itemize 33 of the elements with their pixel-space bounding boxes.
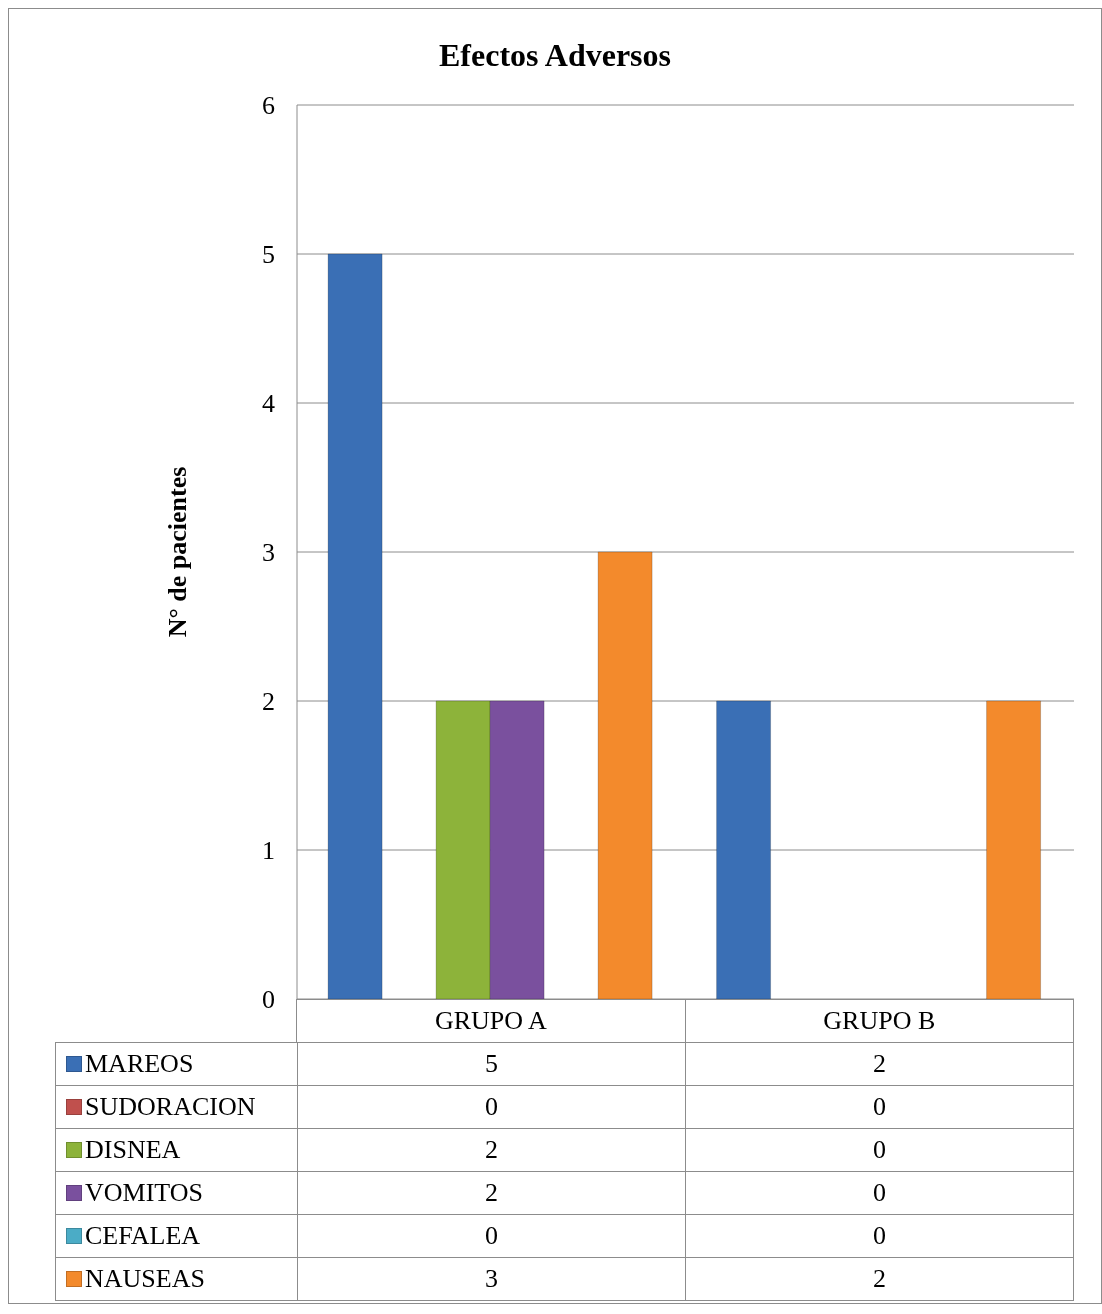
x-tick-label: GRUPO B xyxy=(684,999,1074,1042)
legend-label: SUDORACION xyxy=(85,1092,256,1122)
x-tick-label: GRUPO A xyxy=(296,999,685,1042)
bar xyxy=(597,551,653,999)
data-label: 0 xyxy=(297,1085,686,1128)
data-label: 0 xyxy=(297,1214,686,1257)
data-label: 0 xyxy=(685,1085,1074,1128)
data-label: 5 xyxy=(297,1042,686,1085)
y-tick-label: 2 xyxy=(262,687,275,717)
chart-title: Efectos Adversos xyxy=(438,37,672,74)
bar xyxy=(986,700,1042,999)
data-label: 3 xyxy=(297,1257,686,1301)
y-tick-label: 5 xyxy=(262,240,275,270)
data-label: 2 xyxy=(297,1128,686,1171)
y-tick-label: 4 xyxy=(262,389,275,419)
data-label: 2 xyxy=(297,1171,686,1214)
legend-label: MAREOS xyxy=(85,1049,194,1079)
legend-label: CEFALEA xyxy=(85,1221,201,1251)
y-tick-label: 6 xyxy=(262,91,275,121)
data-label: 2 xyxy=(685,1257,1074,1301)
bar xyxy=(327,253,383,999)
y-tick-label: 1 xyxy=(262,836,275,866)
y-tick-label: 0 xyxy=(262,985,275,1015)
y-axis-title: N° de pacientes xyxy=(163,466,193,638)
data-label: 2 xyxy=(685,1042,1074,1085)
data-label: 0 xyxy=(685,1128,1074,1171)
legend-label: DISNEA xyxy=(85,1135,181,1165)
legend-label: NAUSEAS xyxy=(85,1264,205,1294)
legend-label: VOMITOS xyxy=(85,1178,203,1208)
y-tick-label: 3 xyxy=(262,538,275,568)
bar xyxy=(716,700,772,999)
data-label: 0 xyxy=(685,1171,1074,1214)
data-label: 0 xyxy=(685,1214,1074,1257)
